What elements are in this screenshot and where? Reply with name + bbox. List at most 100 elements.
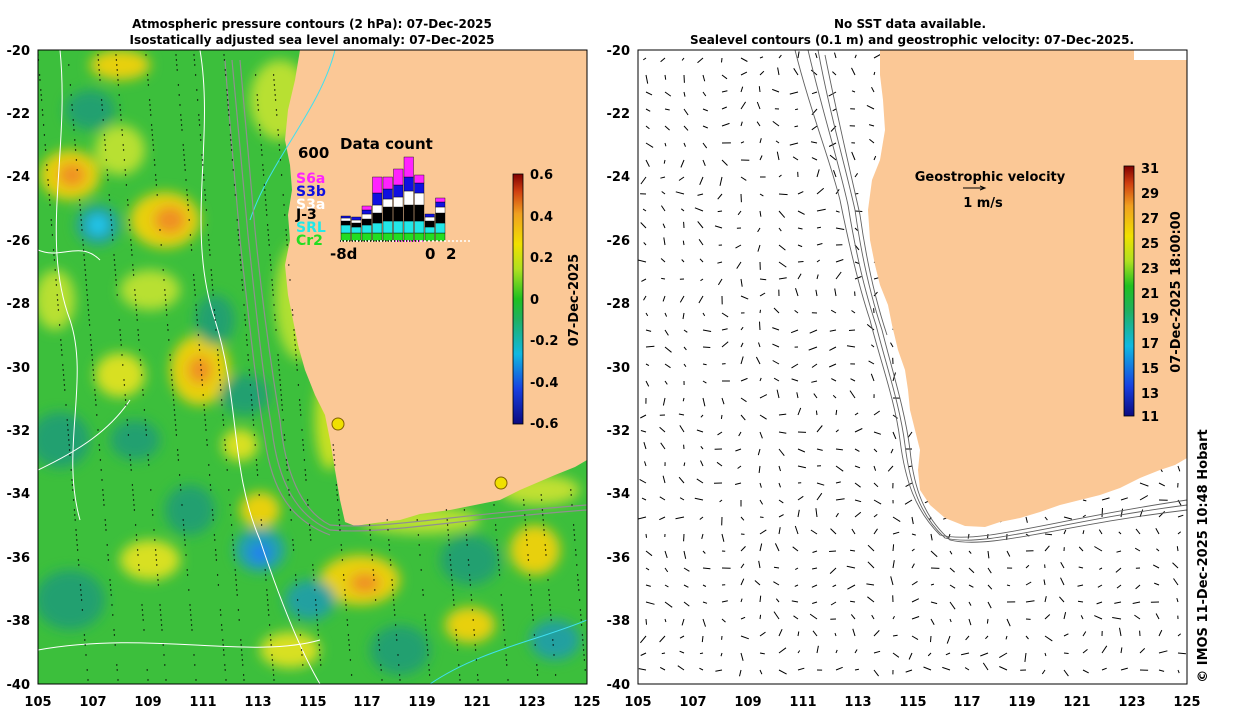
track-dot — [450, 564, 452, 566]
velocity-arrow — [717, 261, 723, 264]
track-dot — [134, 524, 137, 526]
track-dot — [224, 69, 226, 71]
track-dot — [208, 474, 211, 476]
track-dot — [240, 639, 242, 641]
track-dot — [312, 569, 314, 571]
track-dot — [118, 94, 120, 96]
velocity-arrow — [702, 346, 711, 348]
velocity-arrow — [834, 632, 837, 637]
track-dot — [229, 134, 232, 136]
velocity-arrow — [795, 567, 799, 571]
velocity-arrow — [680, 159, 685, 168]
velocity-arrow — [1176, 546, 1179, 552]
track-dot — [453, 604, 455, 606]
track-dot — [203, 409, 206, 411]
lat-tick: -36 — [607, 551, 631, 566]
track-dot — [106, 544, 108, 546]
velocity-arrow — [662, 295, 666, 302]
track-dot — [69, 84, 72, 86]
velocity-arrow — [660, 57, 666, 63]
track-dot — [190, 619, 192, 621]
track-dot — [267, 604, 269, 606]
lat-tick: -40 — [7, 678, 31, 693]
track-dot — [273, 79, 275, 81]
data-count-bars — [340, 156, 446, 242]
track-dot — [102, 489, 104, 491]
track-dot — [218, 369, 220, 371]
track-dot — [577, 584, 580, 586]
velocity-arrow — [640, 652, 647, 656]
velocity-arrow — [835, 465, 844, 472]
track-dot — [452, 599, 455, 601]
track-dot — [160, 624, 163, 626]
track-dot — [50, 219, 52, 221]
track-dot — [196, 99, 199, 101]
track-dot — [259, 129, 261, 131]
count-bar-segment — [340, 220, 351, 226]
track-dot — [140, 374, 143, 376]
velocity-arrow — [717, 193, 723, 200]
velocity-arrow — [645, 345, 655, 348]
track-dot — [194, 289, 196, 291]
track-dot — [88, 314, 90, 316]
track-dot — [164, 294, 166, 296]
track-dot — [50, 224, 53, 226]
track-dot — [280, 389, 282, 391]
track-dot — [87, 304, 89, 306]
track-dot — [282, 194, 284, 196]
track-dot — [241, 659, 244, 661]
lon-tick: 119 — [408, 695, 435, 710]
velocity-arrow — [759, 394, 768, 399]
velocity-arrow — [698, 295, 704, 304]
track-dot — [265, 579, 267, 581]
sst-colorbar-tick: 21 — [1141, 287, 1159, 302]
track-dot — [524, 519, 526, 521]
track-dot — [141, 609, 144, 611]
track-dot — [244, 314, 246, 316]
track-dot — [78, 564, 80, 566]
velocity-arrow — [816, 274, 819, 280]
velocity-arrow — [778, 413, 787, 416]
track-dot — [103, 134, 106, 136]
track-dot — [295, 584, 298, 586]
track-dot — [80, 594, 82, 596]
track-dot — [470, 594, 472, 596]
track-dot — [288, 494, 290, 496]
velocity-arrow — [719, 499, 723, 503]
sat-label-s3a: S3a — [296, 197, 325, 213]
track-dot — [113, 629, 115, 631]
track-dot — [237, 609, 240, 611]
velocity-arrow — [850, 600, 856, 603]
count-bar-segment — [403, 176, 414, 192]
velocity-arrow — [930, 583, 935, 586]
track-dot — [74, 514, 76, 516]
track-dot — [237, 234, 240, 236]
track-dot — [496, 539, 498, 541]
track-dot — [67, 429, 69, 431]
track-dot — [132, 489, 134, 491]
velocity-arrow — [987, 567, 992, 574]
count-bar-segment — [424, 213, 435, 218]
velocity-arrow — [791, 378, 799, 382]
count-bar-segment — [424, 232, 435, 242]
count-bar-segment — [340, 232, 351, 242]
track-dot — [48, 194, 50, 196]
velocity-arrow — [797, 191, 804, 195]
velocity-arrow — [639, 478, 647, 484]
velocity-arrow — [811, 380, 818, 383]
track-dot — [179, 484, 182, 486]
data-count-max: 600 — [298, 144, 329, 162]
track-dot — [186, 199, 189, 201]
track-dot — [142, 394, 144, 396]
track-dot — [241, 279, 243, 281]
velocity-arrow — [850, 378, 856, 382]
track-dot — [204, 419, 206, 421]
velocity-arrow — [1005, 635, 1008, 640]
track-dot — [266, 589, 268, 591]
velocity-arrow — [675, 516, 685, 520]
track-dot — [116, 64, 118, 66]
velocity-legend-title: Geostrophic velocity — [915, 170, 1066, 185]
track-dot — [120, 339, 122, 341]
track-dot — [146, 74, 149, 76]
velocity-arrow — [1155, 528, 1160, 535]
